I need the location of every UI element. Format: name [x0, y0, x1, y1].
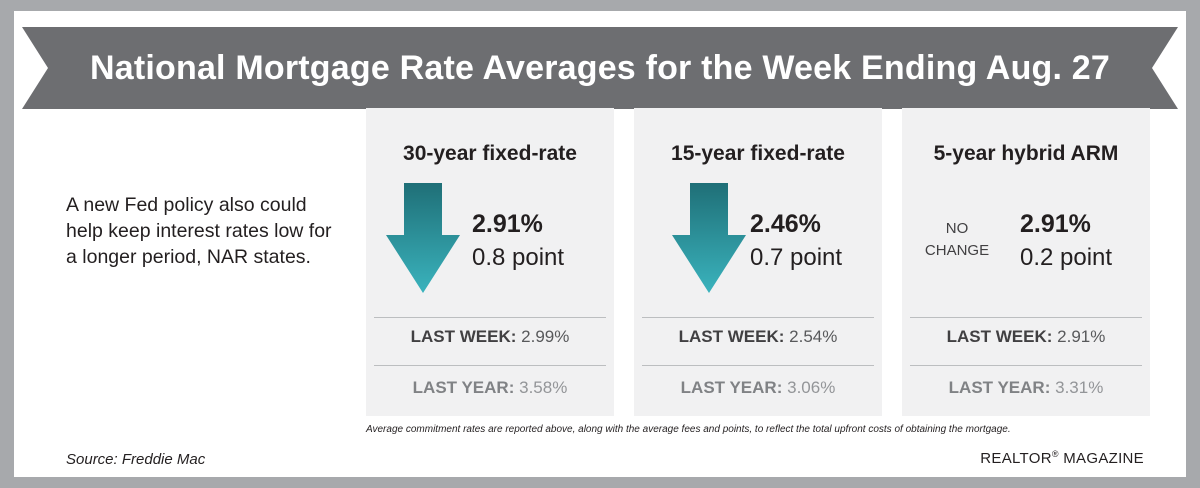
registered-mark: ® [1051, 449, 1059, 459]
footnote: Average commitment rates are reported ab… [366, 424, 1011, 435]
last-week-value: 2.54% [789, 327, 838, 346]
card-title: 5-year hybrid ARM [933, 142, 1119, 165]
last-year-row: LAST YEAR: 3.06% [634, 378, 882, 398]
ribbon-shape [22, 27, 1178, 109]
divider [374, 317, 606, 318]
last-year-label: LAST YEAR: [412, 378, 515, 397]
page-title: National Mortgage Rate Averages for the … [89, 49, 1111, 87]
title-banner: National Mortgage Rate Averages for the … [22, 27, 1178, 109]
last-week-row: LAST WEEK: 2.54% [634, 327, 882, 347]
current-rate: 2.91% [472, 210, 543, 238]
last-year-row: LAST YEAR: 3.31% [902, 378, 1150, 398]
rate-card-5-year-arm: 5-year hybrid ARM NO CHANGE 2.91% 0.2 po… [902, 108, 1150, 416]
last-week-label: LAST WEEK: [946, 327, 1053, 346]
card-title: 30-year fixed-rate [403, 142, 577, 165]
down-arrow-icon [672, 183, 746, 293]
brand-logo: REALTOR® MAGAZINE [980, 449, 1144, 467]
last-week-value: 2.91% [1057, 327, 1106, 346]
card-title: 15-year fixed-rate [671, 142, 845, 165]
divider [374, 365, 606, 366]
rate-card-15-year: 15-year fixed-rate 2.46% 0.7 point LAST … [634, 108, 882, 416]
no-change-line1: NO [945, 220, 969, 237]
rate-change: 0.2 point [1020, 244, 1113, 271]
no-change-label: NO CHANGE [920, 218, 994, 262]
no-change-line2: CHANGE [924, 242, 990, 259]
last-year-value: 3.06% [787, 378, 836, 397]
divider [642, 317, 874, 318]
current-rate: 2.91% [1020, 210, 1091, 238]
brand-suffix: MAGAZINE [1058, 450, 1144, 467]
down-arrow-icon [386, 183, 460, 293]
last-year-label: LAST YEAR: [948, 378, 1051, 397]
last-week-label: LAST WEEK: [678, 327, 785, 346]
last-year-row: LAST YEAR: 3.58% [366, 378, 614, 398]
divider [910, 317, 1142, 318]
last-week-row: LAST WEEK: 2.91% [902, 327, 1150, 347]
last-year-value: 3.58% [519, 378, 568, 397]
current-rate: 2.46% [750, 210, 821, 238]
divider [642, 365, 874, 366]
last-week-row: LAST WEEK: 2.99% [366, 327, 614, 347]
intro-text: A new Fed policy also could help keep in… [66, 194, 332, 268]
rate-card-30-year: 30-year fixed-rate 2.91% 0.8 point LAST … [366, 108, 614, 416]
last-year-label: LAST YEAR: [680, 378, 783, 397]
source-credit: Source: Freddie Mac [66, 451, 206, 468]
rate-change: 0.7 point [750, 244, 843, 271]
divider [910, 365, 1142, 366]
last-week-value: 2.99% [521, 327, 570, 346]
brand-name: REALTOR [980, 450, 1052, 467]
last-week-label: LAST WEEK: [410, 327, 517, 346]
last-year-value: 3.31% [1055, 378, 1104, 397]
rate-change: 0.8 point [472, 244, 565, 271]
